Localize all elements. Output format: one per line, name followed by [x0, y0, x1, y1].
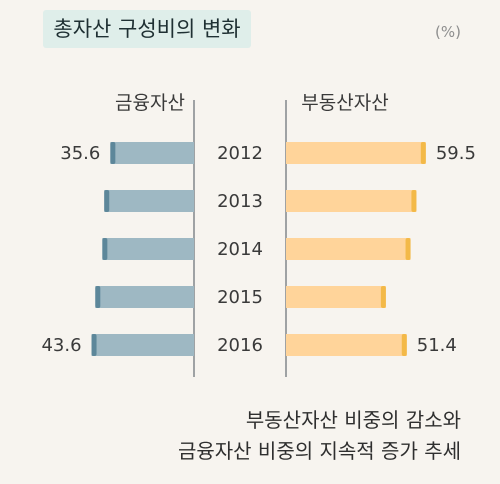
bar-financial-2013	[104, 190, 194, 212]
bar-real-estate-2015	[286, 286, 386, 308]
bar-real-estate-2016	[286, 334, 407, 356]
value-label-real-estate-2016: 51.4	[417, 335, 457, 356]
value-label-real-estate-2012: 59.5	[436, 143, 476, 164]
bar-end-financial-2012	[110, 142, 116, 164]
bar-end-real-estate-2013	[411, 190, 417, 212]
bar-end-financial-2014	[102, 238, 108, 260]
page-title: 총자산 구성비의 변화	[53, 17, 241, 41]
bar-financial-2016	[91, 334, 194, 356]
value-label-financial-2012: 35.6	[60, 143, 100, 164]
bar-end-real-estate-2015	[380, 286, 386, 308]
bar-real-estate-2012	[286, 142, 426, 164]
bar-financial-2015	[95, 286, 194, 308]
bar-end-financial-2013	[104, 190, 110, 212]
year-label-2013: 2013	[217, 191, 263, 212]
bar-financial-2012	[110, 142, 194, 164]
year-label-2015: 2015	[217, 287, 263, 308]
title-badge: 총자산 구성비의 변화	[43, 10, 251, 48]
bar-real-estate-2013	[286, 190, 417, 212]
bar-end-real-estate-2016	[401, 334, 407, 356]
unit-label: (%)	[435, 23, 461, 41]
caption-line-2: 금융자산 비중의 지속적 증가 추세	[177, 439, 461, 463]
series-header-financial-assets: 금융자산	[115, 92, 185, 114]
chart-caption: 부동산자산 비중의 감소와 금융자산 비중의 지속적 증가 추세	[178, 405, 461, 467]
bar-end-financial-2016	[91, 334, 97, 356]
bar-end-real-estate-2012	[420, 142, 426, 164]
year-label-2012: 2012	[217, 143, 263, 164]
year-label-2016: 2016	[217, 335, 263, 356]
bar-end-financial-2015	[95, 286, 101, 308]
year-label-2014: 2014	[217, 239, 263, 260]
value-label-financial-2016: 43.6	[41, 335, 81, 356]
caption-line-1: 부동산자산 비중의 감소와	[245, 408, 461, 432]
bar-end-real-estate-2014	[405, 238, 411, 260]
bar-financial-2014	[102, 238, 194, 260]
bar-real-estate-2014	[286, 238, 411, 260]
series-header-real-estate-assets: 부동산자산	[301, 92, 388, 114]
